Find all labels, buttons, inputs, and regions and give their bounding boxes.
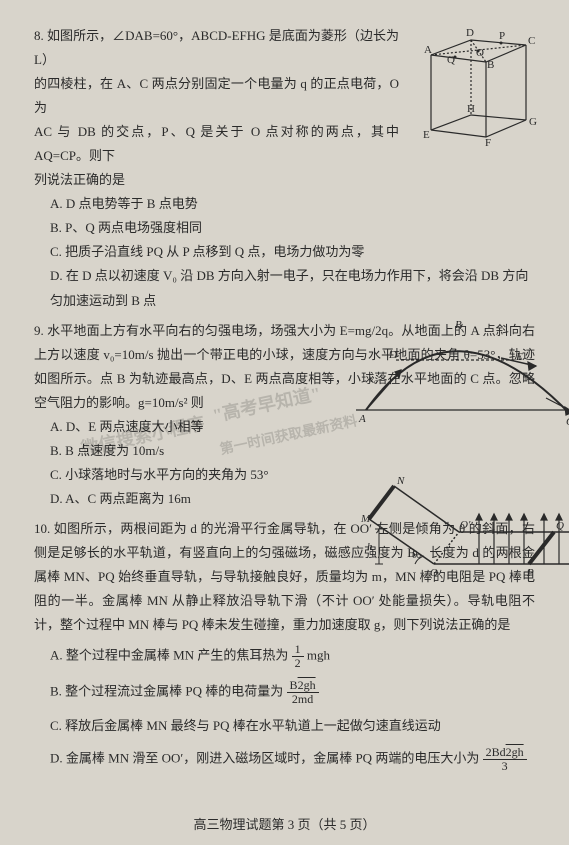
q10-B-pre: B. 整个过程流过金属棒 PQ 棒的电荷量为 bbox=[50, 683, 287, 698]
q8-choice-C: C. 把质子沿直线 PQ 从 P 点移到 Q 点，电场力做功为零 bbox=[34, 240, 535, 264]
svg-text:D: D bbox=[388, 349, 397, 361]
svg-text:N: N bbox=[396, 475, 405, 487]
svg-text:H: H bbox=[467, 103, 475, 115]
svg-text:Q: Q bbox=[556, 520, 564, 532]
svg-text:E: E bbox=[423, 129, 430, 141]
svg-text:h: h bbox=[367, 541, 373, 553]
q10-diagram: M N O O′ P Q h θ bbox=[349, 474, 569, 584]
q10-A-post: mgh bbox=[307, 648, 330, 663]
q10-A-num: 1 bbox=[292, 643, 304, 657]
q8-choice-B: B. P、Q 两点电场强度相同 bbox=[34, 216, 535, 240]
q10-B-den: 2md bbox=[287, 693, 319, 706]
q10-B-num: B2gh bbox=[287, 679, 319, 693]
q10-D-frac: 2Bd2gh 3 bbox=[483, 746, 527, 773]
svg-text:Q: Q bbox=[447, 54, 455, 66]
q10-A-frac: 1 2 bbox=[292, 643, 304, 670]
q10-D-pre: D. 金属棒 MN 滑至 OO′，刚进入磁场区域时，金属棒 PQ 两端的电压大小… bbox=[50, 751, 483, 766]
svg-text:A: A bbox=[424, 44, 432, 56]
svg-text:B: B bbox=[487, 59, 494, 71]
svg-text:E: E bbox=[515, 351, 523, 363]
svg-text:B: B bbox=[455, 319, 462, 331]
q9-choice-B: B. B 点速度为 10m/s bbox=[34, 439, 535, 463]
svg-text:θ: θ bbox=[412, 549, 418, 561]
q8-diagram: A B C D E F G H P Q O bbox=[411, 20, 541, 150]
page-footer: 高三物理试题第 3 页（共 5 页） bbox=[0, 813, 569, 837]
svg-text:O′: O′ bbox=[460, 519, 471, 531]
q10-A-den: 2 bbox=[292, 657, 304, 670]
q8-choice-A: A. D 点电势等于 B 点电势 bbox=[34, 192, 535, 216]
q10-A-pre: A. 整个过程中金属棒 MN 产生的焦耳热为 bbox=[50, 648, 292, 663]
svg-text:M: M bbox=[360, 513, 371, 525]
svg-text:P: P bbox=[526, 567, 534, 579]
q10-choice-B: B. 整个过程流过金属棒 PQ 棒的电荷量为 B2gh 2md bbox=[34, 679, 535, 706]
q9-diagram: A B C D E v₀ bbox=[351, 310, 569, 430]
q8-choice-D: D. 在 D 点以初速度 V₀ 沿 DB 方向入射一电子，只在电场力作用下，将会… bbox=[34, 264, 535, 312]
q10-B-frac: B2gh 2md bbox=[287, 679, 319, 706]
svg-text:O: O bbox=[430, 567, 438, 579]
q8-stem-line4: 列说法正确的是 bbox=[34, 168, 535, 192]
svg-text:C: C bbox=[528, 35, 535, 47]
q10-D-den: 3 bbox=[483, 760, 527, 773]
q10-choice-A: A. 整个过程中金属棒 MN 产生的焦耳热为 1 2 mgh bbox=[34, 643, 535, 670]
svg-text:F: F bbox=[485, 137, 491, 149]
q10-choice-D: D. 金属棒 MN 滑至 OO′，刚进入磁场区域时，金属棒 PQ 两端的电压大小… bbox=[34, 746, 535, 773]
q10-D-num: 2Bd2gh bbox=[483, 746, 527, 760]
svg-text:A: A bbox=[358, 413, 366, 425]
svg-text:O: O bbox=[476, 47, 484, 59]
question-8: 8. 如图所示，∠DAB=60°，ABCD-EFHG 是底面为菱形（边长为 L）… bbox=[34, 24, 535, 313]
svg-text:P: P bbox=[499, 30, 505, 42]
q10-choice-C: C. 释放后金属棒 MN 最终与 PQ 棒在水平轨道上一起做匀速直线运动 bbox=[34, 714, 535, 738]
svg-text:v₀: v₀ bbox=[369, 373, 378, 385]
svg-text:G: G bbox=[529, 116, 537, 128]
svg-text:D: D bbox=[466, 27, 474, 39]
